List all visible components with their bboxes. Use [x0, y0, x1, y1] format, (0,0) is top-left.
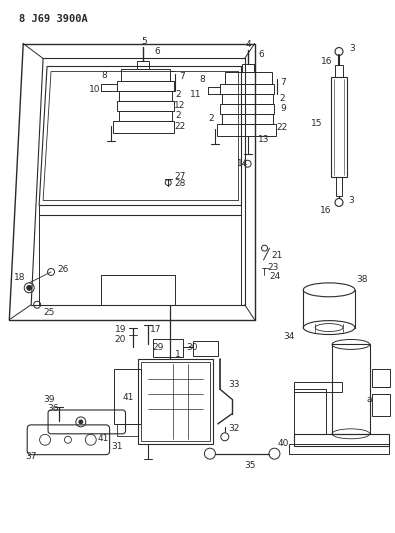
Text: 29: 29 — [152, 343, 164, 352]
Text: 30: 30 — [186, 343, 198, 352]
Bar — [117, 82, 174, 91]
Text: 39: 39 — [43, 394, 55, 403]
Text: 23: 23 — [268, 263, 279, 272]
Bar — [118, 91, 172, 101]
Circle shape — [79, 420, 83, 424]
Text: 41: 41 — [123, 393, 134, 401]
Text: 24: 24 — [270, 272, 281, 281]
Text: 26: 26 — [57, 265, 69, 274]
Text: 36: 36 — [47, 405, 59, 414]
Bar — [335, 66, 343, 77]
Bar — [336, 176, 342, 197]
Text: 8: 8 — [102, 71, 107, 80]
Text: 17: 17 — [150, 325, 161, 334]
Text: 5: 5 — [141, 37, 147, 46]
Text: 9: 9 — [280, 103, 286, 112]
Bar — [217, 124, 276, 136]
Bar — [372, 369, 389, 387]
Text: a: a — [366, 394, 372, 403]
Text: 41: 41 — [98, 434, 109, 443]
Text: 22: 22 — [277, 124, 288, 133]
Circle shape — [27, 285, 32, 290]
Text: 1: 1 — [175, 350, 181, 359]
Bar — [117, 424, 138, 436]
Text: 18: 18 — [13, 273, 25, 282]
Bar — [220, 104, 275, 114]
Text: 2: 2 — [175, 110, 181, 119]
Text: 4: 4 — [246, 40, 252, 49]
Text: 27: 27 — [175, 172, 186, 181]
Bar — [332, 344, 370, 434]
Text: 8 J69 3900A: 8 J69 3900A — [19, 14, 88, 24]
Text: 25: 25 — [43, 308, 55, 317]
Bar — [220, 84, 275, 94]
Text: 15: 15 — [311, 118, 323, 127]
Bar — [117, 101, 174, 111]
Text: 21: 21 — [272, 251, 283, 260]
Text: 38: 38 — [356, 276, 368, 285]
Text: 13: 13 — [258, 135, 269, 144]
Text: 32: 32 — [228, 424, 239, 433]
Text: 10: 10 — [89, 85, 100, 94]
Text: 34: 34 — [284, 332, 295, 341]
Bar — [153, 340, 183, 357]
Text: 20: 20 — [115, 335, 126, 344]
Text: 2: 2 — [280, 94, 285, 103]
Bar — [222, 94, 273, 104]
Text: 7: 7 — [179, 72, 185, 81]
Bar — [120, 69, 170, 82]
Bar — [290, 444, 389, 454]
Text: 16: 16 — [320, 206, 332, 215]
Text: 16: 16 — [321, 57, 333, 66]
Bar — [294, 434, 389, 446]
Text: 12: 12 — [175, 101, 186, 110]
Bar — [193, 342, 218, 357]
Bar — [222, 114, 273, 124]
Bar — [294, 382, 342, 392]
Bar — [294, 389, 326, 434]
Text: 11: 11 — [190, 90, 202, 99]
Bar — [225, 72, 273, 84]
Text: 31: 31 — [111, 442, 122, 451]
Text: 2: 2 — [175, 90, 181, 99]
Text: 40: 40 — [278, 439, 289, 448]
Text: 28: 28 — [175, 179, 186, 188]
Bar — [118, 111, 172, 121]
Bar — [141, 362, 210, 441]
Bar — [242, 64, 254, 72]
Text: 19: 19 — [115, 325, 126, 334]
Text: 22: 22 — [175, 123, 186, 132]
Text: 2: 2 — [208, 114, 214, 123]
Bar — [114, 369, 141, 424]
Text: 14: 14 — [237, 159, 248, 168]
Bar — [138, 359, 213, 444]
Text: 37: 37 — [25, 452, 37, 461]
Text: 8: 8 — [199, 75, 205, 84]
Text: 3: 3 — [349, 44, 355, 53]
Text: 6: 6 — [154, 47, 160, 56]
Bar — [113, 121, 174, 133]
Text: 7: 7 — [280, 78, 286, 87]
Bar — [137, 61, 149, 69]
Text: 35: 35 — [244, 461, 256, 470]
Text: 3: 3 — [348, 196, 354, 205]
Text: 6: 6 — [259, 50, 264, 59]
Bar — [372, 394, 389, 416]
Text: 33: 33 — [228, 379, 239, 389]
Bar — [331, 77, 347, 176]
